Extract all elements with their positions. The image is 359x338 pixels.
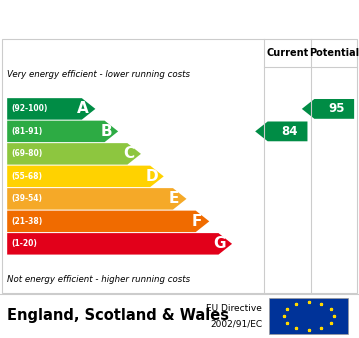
Text: Energy Efficiency Rating: Energy Efficiency Rating — [56, 10, 303, 28]
Text: C: C — [123, 146, 134, 161]
Text: (21-38): (21-38) — [11, 217, 43, 226]
Polygon shape — [7, 98, 95, 120]
Polygon shape — [7, 211, 209, 232]
Text: Not energy efficient - higher running costs: Not energy efficient - higher running co… — [7, 275, 190, 284]
Text: (69-80): (69-80) — [11, 149, 43, 159]
Polygon shape — [255, 121, 307, 141]
Text: 95: 95 — [328, 102, 345, 115]
Text: EU Directive: EU Directive — [206, 304, 262, 313]
Polygon shape — [7, 233, 232, 255]
Text: Potential: Potential — [309, 48, 359, 58]
Text: England, Scotland & Wales: England, Scotland & Wales — [7, 308, 229, 322]
Text: Current: Current — [266, 48, 309, 58]
Bar — [269, 297, 348, 335]
Text: (55-68): (55-68) — [11, 172, 42, 181]
Text: Very energy efficient - lower running costs: Very energy efficient - lower running co… — [7, 70, 190, 79]
Text: B: B — [100, 124, 112, 139]
Polygon shape — [7, 143, 141, 165]
Text: 2002/91/EC: 2002/91/EC — [210, 319, 262, 329]
Text: A: A — [77, 101, 89, 116]
Text: (39-54): (39-54) — [11, 194, 42, 203]
Text: 84: 84 — [281, 125, 298, 138]
Text: F: F — [192, 214, 202, 229]
Text: (92-100): (92-100) — [11, 104, 48, 113]
Text: G: G — [214, 236, 226, 251]
Polygon shape — [302, 99, 354, 119]
Text: (81-91): (81-91) — [11, 127, 43, 136]
Polygon shape — [7, 188, 187, 210]
Text: E: E — [169, 191, 180, 207]
Polygon shape — [7, 166, 164, 187]
Text: D: D — [145, 169, 158, 184]
Text: (1-20): (1-20) — [11, 239, 37, 248]
Polygon shape — [7, 121, 118, 142]
